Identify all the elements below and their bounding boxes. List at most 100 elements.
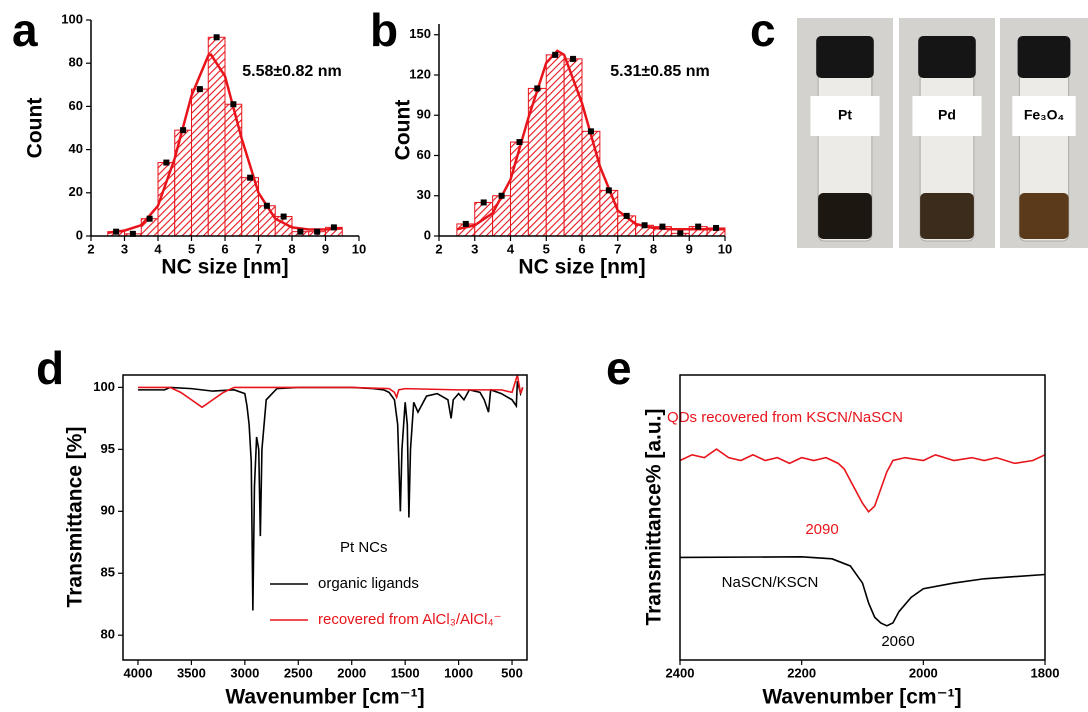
count-marker — [180, 127, 187, 134]
spectrum-line — [137, 374, 524, 409]
y-axis-label: Count — [392, 100, 415, 161]
vial-cap — [1017, 36, 1071, 78]
x-tick-label: 7 — [614, 241, 621, 256]
vial-liquid — [1019, 193, 1069, 239]
x-tick-label: 3000 — [230, 665, 259, 680]
x-tick-label: 3 — [121, 241, 128, 256]
count-marker — [552, 51, 559, 58]
count-marker — [605, 187, 612, 194]
vial-label — [810, 96, 880, 136]
x-tick-label: 6 — [221, 241, 228, 256]
x-tick-label: 8 — [288, 241, 295, 256]
count-marker — [280, 213, 287, 220]
panel-letter: c — [750, 4, 776, 56]
x-axis-label: Wavenumber [cm⁻¹] — [225, 686, 424, 709]
x-tick-label: 4 — [507, 241, 515, 256]
fit-annotation: 5.58±0.82 nm — [242, 63, 342, 80]
panel-b — [456, 49, 726, 237]
count-marker — [297, 228, 304, 235]
count-marker — [534, 85, 541, 92]
spectrum-line — [137, 380, 524, 611]
count-marker — [623, 212, 630, 219]
bar — [191, 88, 209, 237]
count-marker — [247, 174, 254, 181]
x-tick-label: 2200 — [787, 665, 816, 680]
bar — [545, 54, 565, 237]
vial-label-text: Fe₃O₄ — [1024, 107, 1064, 123]
x-tick-label: 6 — [578, 241, 585, 256]
x-tick-label: 1800 — [1031, 665, 1060, 680]
vial-liquid — [818, 193, 872, 239]
y-tick-label: 90 — [417, 107, 431, 122]
vial-label — [912, 96, 982, 136]
x-axis-label: NC size [nm] — [161, 256, 288, 279]
count-marker — [480, 199, 487, 206]
bar — [563, 58, 583, 237]
axes-frame — [122, 374, 528, 661]
y-tick-label: 85 — [101, 565, 115, 580]
y-tick-label: 60 — [69, 98, 83, 113]
bar — [207, 36, 226, 237]
bar — [224, 103, 243, 237]
fit-curve — [456, 49, 725, 231]
axes-frame — [679, 374, 1046, 661]
y-tick-label: 80 — [69, 55, 83, 70]
y-tick-label: 120 — [409, 66, 431, 81]
count-marker — [462, 220, 469, 227]
y-tick-label: 30 — [417, 187, 431, 202]
spectrum-line — [679, 556, 1046, 627]
x-tick-label: 9 — [686, 241, 693, 256]
x-tick-label: 1500 — [391, 665, 420, 680]
y-tick-label: 0 — [76, 227, 83, 242]
count-marker — [330, 224, 337, 231]
count-marker — [498, 192, 505, 199]
panel-letter: b — [370, 4, 398, 56]
x-axis-label: Wavenumber [cm⁻¹] — [762, 686, 961, 709]
x-tick-label: 10 — [352, 241, 366, 256]
y-axis-label: Transmittance% [a.u.] — [643, 408, 666, 625]
x-tick-label: 5 — [188, 241, 195, 256]
x-tick-label: 3500 — [177, 665, 206, 680]
y-tick-label: 100 — [93, 379, 115, 394]
count-marker — [641, 222, 648, 229]
legend-label: recovered from AlCl₃/AlCl₄⁻ — [318, 611, 502, 628]
count-marker — [263, 202, 270, 209]
y-tick-label: 150 — [409, 26, 431, 41]
bar — [581, 130, 601, 237]
x-tick-label: 1000 — [444, 665, 473, 680]
peak-annotation: 2090 — [805, 521, 838, 538]
x-tick-label: 2000 — [909, 665, 938, 680]
x-tick-label: 3 — [471, 241, 478, 256]
y-tick-label: 100 — [61, 11, 83, 26]
series-label: NaSCN/KSCN — [722, 574, 819, 591]
count-marker — [677, 230, 684, 237]
bar — [492, 195, 511, 237]
vial-label-text: Pd — [938, 107, 956, 123]
series-label: QDs recovered from KSCN/NaSCN — [667, 409, 903, 426]
count-marker — [113, 228, 120, 235]
vial-liquid — [920, 193, 974, 239]
x-tick-label: 2000 — [337, 665, 366, 680]
bar — [617, 215, 637, 237]
spectrum-line — [679, 448, 1046, 514]
count-marker — [659, 223, 666, 230]
x-tick-label: 5 — [543, 241, 550, 256]
y-axis-label: Transmittance [%] — [64, 427, 87, 608]
count-marker — [587, 128, 594, 135]
panel-e — [679, 448, 1046, 627]
panel-d — [137, 374, 524, 611]
peak-annotation: 2060 — [881, 633, 914, 650]
count-marker — [196, 86, 203, 93]
fit-curve — [107, 53, 343, 234]
count-marker — [570, 55, 577, 62]
x-tick-label: 9 — [322, 241, 329, 256]
y-tick-label: 90 — [101, 503, 115, 518]
bar — [599, 189, 619, 237]
y-tick-label: 40 — [69, 141, 83, 156]
count-marker — [213, 34, 220, 41]
x-tick-label: 4 — [154, 241, 162, 256]
x-tick-label: 500 — [501, 665, 523, 680]
legend-title: Pt NCs — [340, 539, 388, 556]
count-marker — [314, 228, 321, 235]
y-tick-label: 95 — [101, 441, 115, 456]
